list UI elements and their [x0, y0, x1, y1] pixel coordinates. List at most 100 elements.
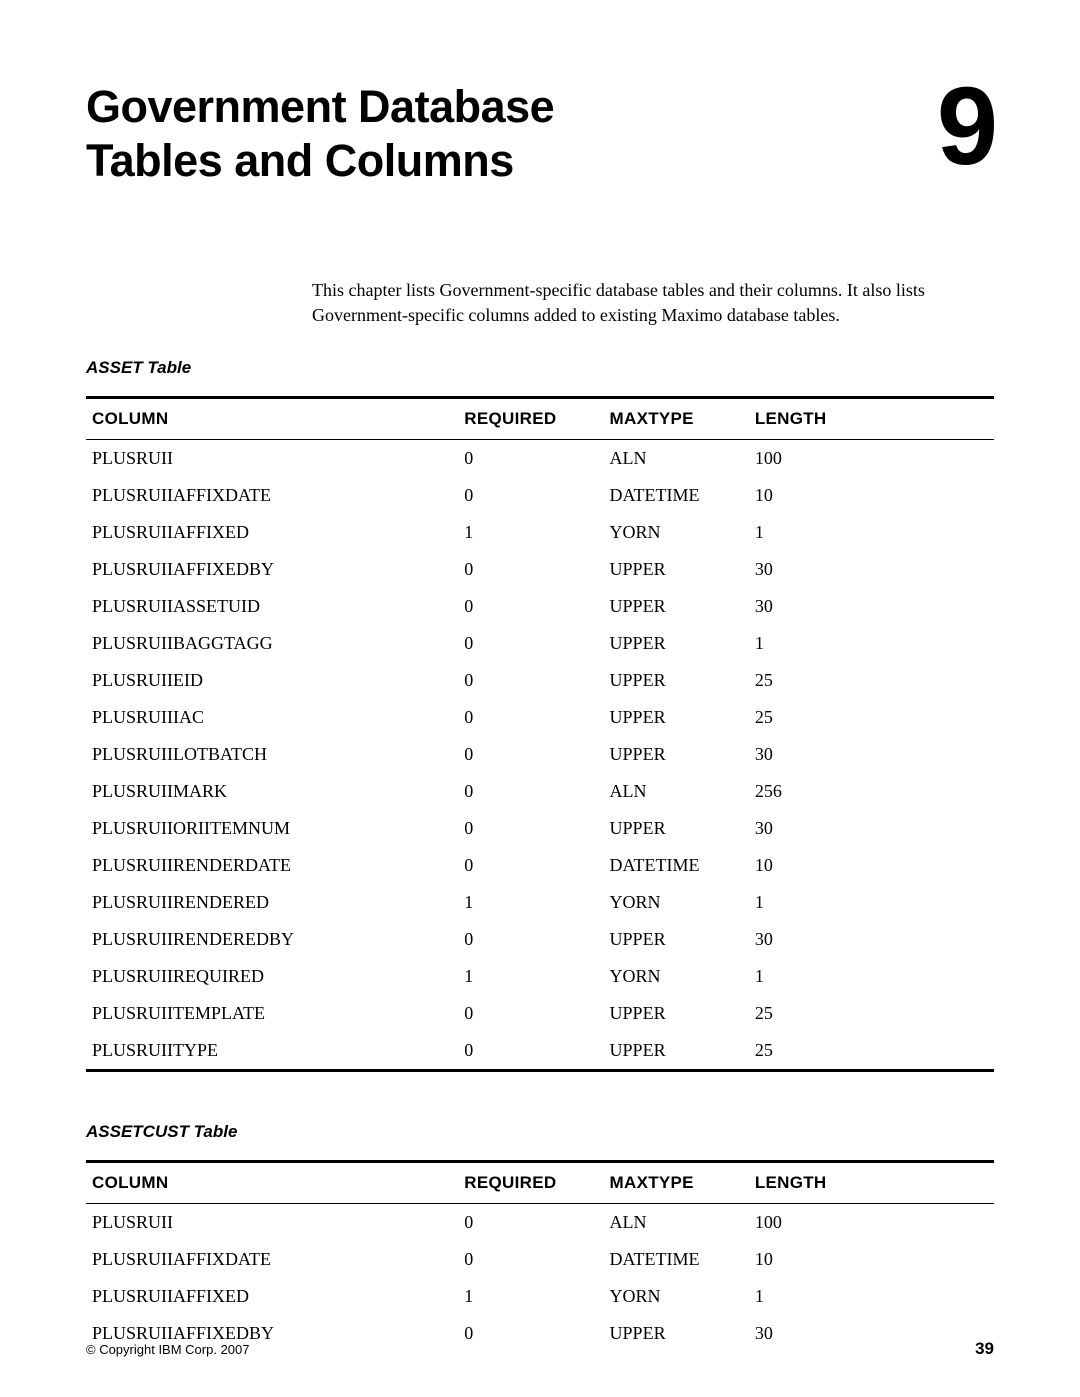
table-cell: 1	[749, 884, 994, 921]
table-row: PLUSRUIIAFFIXED1YORN1	[86, 1278, 994, 1315]
table-cell: YORN	[604, 1278, 749, 1315]
table-cell: 0	[458, 551, 603, 588]
table-cell: PLUSRUIIASSETUID	[86, 588, 458, 625]
table-cell: UPPER	[604, 921, 749, 958]
table-cell: ALN	[604, 773, 749, 810]
table-cell: PLUSRUIIORIITEMNUM	[86, 810, 458, 847]
table-cell: 0	[458, 625, 603, 662]
table-header-cell: COLUMN	[86, 1162, 458, 1204]
table-cell: 30	[749, 921, 994, 958]
table-header-cell: COLUMN	[86, 398, 458, 440]
table-cell: UPPER	[604, 588, 749, 625]
table-cell: 10	[749, 847, 994, 884]
table-cell: PLUSRUIIRENDERED	[86, 884, 458, 921]
table-cell: PLUSRUIIAFFIXED	[86, 514, 458, 551]
table-cell: 0	[458, 699, 603, 736]
table-row: PLUSRUII0ALN100	[86, 1204, 994, 1242]
table-cell: DATETIME	[604, 477, 749, 514]
table-cell: ALN	[604, 440, 749, 478]
table-cell: 25	[749, 995, 994, 1032]
table-cell: PLUSRUIILOTBATCH	[86, 736, 458, 773]
table-cell: 1	[458, 514, 603, 551]
table-cell: PLUSRUIIAFFIXEDBY	[86, 551, 458, 588]
table-cell: 30	[749, 551, 994, 588]
page-title: Government Database Tables and Columns	[86, 80, 554, 188]
table-cell: UPPER	[604, 995, 749, 1032]
table-cell: 0	[458, 847, 603, 884]
page-number: 39	[975, 1339, 994, 1359]
table-cell: ALN	[604, 1204, 749, 1242]
table-cell: UPPER	[604, 662, 749, 699]
table-cell: YORN	[604, 884, 749, 921]
table-cell: 0	[458, 1204, 603, 1242]
table-cell: PLUSRUIIAFFIXDATE	[86, 477, 458, 514]
table-row: PLUSRUII0ALN100	[86, 440, 994, 478]
tables-container: ASSET TableCOLUMNREQUIREDMAXTYPELENGTHPL…	[86, 358, 994, 1352]
title-line-1: Government Database	[86, 81, 554, 132]
table-cell: 25	[749, 662, 994, 699]
table-cell: UPPER	[604, 810, 749, 847]
table-cell: 25	[749, 699, 994, 736]
table-cell: 0	[458, 921, 603, 958]
table-header-row: COLUMNREQUIREDMAXTYPELENGTH	[86, 398, 994, 440]
table-cell: UPPER	[604, 699, 749, 736]
table-cell: 0	[458, 662, 603, 699]
table-row: PLUSRUIIAFFIXDATE0DATETIME10	[86, 477, 994, 514]
table-cell: 25	[749, 1032, 994, 1071]
table-cell: 1	[458, 1278, 603, 1315]
table-cell: 30	[749, 736, 994, 773]
table-header-cell: LENGTH	[749, 398, 994, 440]
table-cell: 100	[749, 440, 994, 478]
table-row: PLUSRUIIAFFIXDATE0DATETIME10	[86, 1241, 994, 1278]
table-row: PLUSRUIIAFFIXEDBY0UPPER30	[86, 551, 994, 588]
table-header-cell: REQUIRED	[458, 1162, 603, 1204]
table-cell: 1	[458, 884, 603, 921]
table-cell: PLUSRUIIMARK	[86, 773, 458, 810]
table-cell: UPPER	[604, 1032, 749, 1071]
table-cell: 30	[749, 588, 994, 625]
table-cell: PLUSRUIITEMPLATE	[86, 995, 458, 1032]
table-row: PLUSRUIIMARK0ALN256	[86, 773, 994, 810]
table-cell: 0	[458, 1241, 603, 1278]
table-cell: 0	[458, 440, 603, 478]
table-row: PLUSRUIIEID0UPPER25	[86, 662, 994, 699]
table-cell: 0	[458, 736, 603, 773]
page-header: Government Database Tables and Columns 9	[86, 80, 994, 188]
table-label: ASSETCUST Table	[86, 1122, 994, 1142]
table-header-cell: LENGTH	[749, 1162, 994, 1204]
table-cell: 10	[749, 1241, 994, 1278]
table-row: PLUSRUIIRENDERED1YORN1	[86, 884, 994, 921]
table-cell: PLUSRUIIAFFIXDATE	[86, 1241, 458, 1278]
table-cell: 1	[749, 1278, 994, 1315]
table-cell: 1	[749, 514, 994, 551]
table-cell: 1	[458, 958, 603, 995]
table-cell: 1	[749, 625, 994, 662]
table-row: PLUSRUIITYPE0UPPER25	[86, 1032, 994, 1071]
table-cell: PLUSRUII	[86, 440, 458, 478]
table-header-cell: MAXTYPE	[604, 1162, 749, 1204]
table-cell: PLUSRUIITYPE	[86, 1032, 458, 1071]
table-cell: YORN	[604, 514, 749, 551]
table-label: ASSET Table	[86, 358, 994, 378]
table-cell: PLUSRUIIAFFIXED	[86, 1278, 458, 1315]
table-cell: UPPER	[604, 736, 749, 773]
table-cell: 10	[749, 477, 994, 514]
table-cell: 256	[749, 773, 994, 810]
table-cell: 1	[749, 958, 994, 995]
table-header-cell: REQUIRED	[458, 398, 603, 440]
table-cell: 0	[458, 773, 603, 810]
table-cell: 0	[458, 477, 603, 514]
table-cell: 30	[749, 810, 994, 847]
table-cell: 100	[749, 1204, 994, 1242]
data-table: COLUMNREQUIREDMAXTYPELENGTHPLUSRUII0ALN1…	[86, 1160, 994, 1352]
table-row: PLUSRUIIASSETUID0UPPER30	[86, 588, 994, 625]
table-cell: UPPER	[604, 551, 749, 588]
table-row: PLUSRUIIAFFIXED1YORN1	[86, 514, 994, 551]
table-cell: PLUSRUIIRENDEREDBY	[86, 921, 458, 958]
table-cell: PLUSRUIIEID	[86, 662, 458, 699]
table-cell: 0	[458, 588, 603, 625]
table-row: PLUSRUIIORIITEMNUM0UPPER30	[86, 810, 994, 847]
table-cell: YORN	[604, 958, 749, 995]
table-header-cell: MAXTYPE	[604, 398, 749, 440]
table-cell: PLUSRUIIBAGGTAGG	[86, 625, 458, 662]
